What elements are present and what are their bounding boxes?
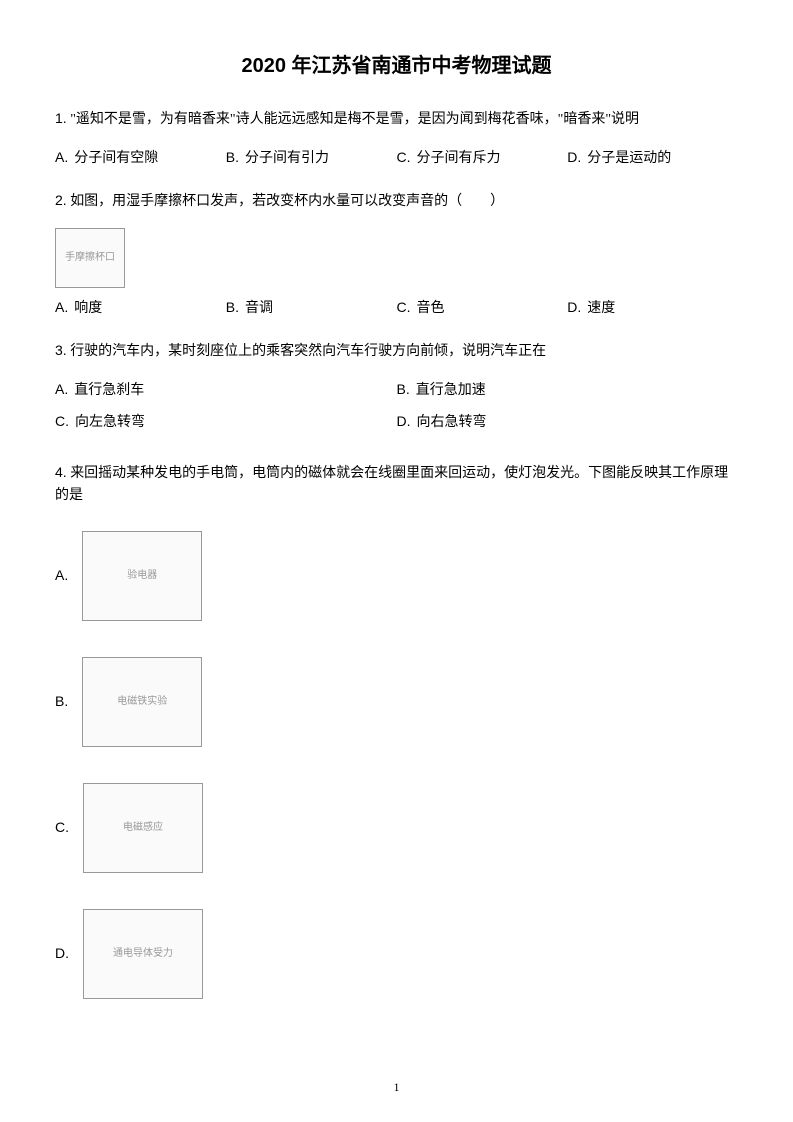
opt-label-c: C. xyxy=(397,149,411,165)
q4-opt-a: A. 验电器 xyxy=(55,523,738,629)
q4-opt-b: B. 电磁铁实验 xyxy=(55,649,738,755)
question-4: 4. 来回摇动某种发电的手电筒，电筒内的磁体就会在线圈里面来回运动，使灯泡发光。… xyxy=(55,461,738,1007)
q1-opt-d: D.分子是运动的 xyxy=(567,146,738,170)
opt-label-b: B. xyxy=(226,299,239,315)
q1-text: 1. "遥知不是雪，为有暗香来"诗人能远远感知是梅不是雪，是因为闻到梅花香味，"… xyxy=(55,107,738,131)
q4-num: 4. xyxy=(55,464,67,480)
question-1: 1. "遥知不是雪，为有暗香来"诗人能远远感知是梅不是雪，是因为闻到梅花香味，"… xyxy=(55,107,738,171)
page-number: 1 xyxy=(0,1078,793,1097)
q4-image-a: 验电器 xyxy=(82,531,202,621)
q3-options: A.直行急刹车 B.直行急加速 C.向左急转弯 D.向右急转弯 xyxy=(55,378,738,443)
q4-opt-d: D. 通电导体受力 xyxy=(55,901,738,1007)
opt-label-d: D. xyxy=(55,942,69,964)
q3-opt-a: A.直行急刹车 xyxy=(55,378,397,402)
opt-label-c: C. xyxy=(55,413,69,429)
q3-opt-d: D.向右急转弯 xyxy=(397,410,739,434)
q2-options: A.响度 B.音调 C.音色 D.速度 xyxy=(55,296,738,320)
q2-text: 2. 如图，用湿手摩擦杯口发声，若改变杯内水量可以改变声音的（ ） xyxy=(55,189,738,213)
question-2: 2. 如图，用湿手摩擦杯口发声，若改变杯内水量可以改变声音的（ ） 手摩擦杯口 … xyxy=(55,189,738,321)
question-3: 3. 行驶的汽车内，某时刻座位上的乘客突然向汽车行驶方向前倾，说明汽车正在 A.… xyxy=(55,339,738,443)
q4-opt-c: C. 电磁感应 xyxy=(55,775,738,881)
q1-num: 1. xyxy=(55,110,67,126)
q3-opt-b: B.直行急加速 xyxy=(397,378,739,402)
q4-image-b: 电磁铁实验 xyxy=(82,657,202,747)
opt-label-b: B. xyxy=(397,381,410,397)
q2-opt-d: D.速度 xyxy=(567,296,738,320)
q4-body: 来回摇动某种发电的手电筒，电筒内的磁体就会在线圈里面来回运动，使灯泡发光。下图能… xyxy=(55,466,728,503)
q1-options: A.分子间有空隙 B.分子间有引力 C.分子间有斥力 D.分子是运动的 xyxy=(55,146,738,170)
q2-body: 如图，用湿手摩擦杯口发声，若改变杯内水量可以改变声音的（ ） xyxy=(70,194,504,209)
opt-label-a: A. xyxy=(55,381,68,397)
q4-text: 4. 来回摇动某种发电的手电筒，电筒内的磁体就会在线圈里面来回运动，使灯泡发光。… xyxy=(55,461,738,508)
q1-body: "遥知不是雪，为有暗香来"诗人能远远感知是梅不是雪，是因为闻到梅花香味，"暗香来… xyxy=(70,112,639,127)
opt-label-d: D. xyxy=(567,149,581,165)
q1-opt-a: A.分子间有空隙 xyxy=(55,146,226,170)
q3-text: 3. 行驶的汽车内，某时刻座位上的乘客突然向汽车行驶方向前倾，说明汽车正在 xyxy=(55,339,738,363)
q1-opt-b: B.分子间有引力 xyxy=(226,146,397,170)
q1-opt-c: C.分子间有斥力 xyxy=(397,146,568,170)
opt-label-d: D. xyxy=(397,413,411,429)
q3-num: 3. xyxy=(55,342,67,358)
q4-image-d: 通电导体受力 xyxy=(83,909,203,999)
opt-label-a: A. xyxy=(55,564,68,586)
q2-num: 2. xyxy=(55,192,67,208)
opt-label-c: C. xyxy=(397,299,411,315)
q3-opt-c: C.向左急转弯 xyxy=(55,410,397,434)
opt-label-b: B. xyxy=(226,149,239,165)
page-title: 2020 年江苏省南通市中考物理试题 xyxy=(55,50,738,82)
q2-opt-a: A.响度 xyxy=(55,296,226,320)
q2-opt-c: C.音色 xyxy=(397,296,568,320)
opt-label-a: A. xyxy=(55,299,68,315)
opt-label-b: B. xyxy=(55,690,68,712)
opt-label-c: C. xyxy=(55,816,69,838)
q3-body: 行驶的汽车内，某时刻座位上的乘客突然向汽车行驶方向前倾，说明汽车正在 xyxy=(70,344,546,359)
q4-image-c: 电磁感应 xyxy=(83,783,203,873)
q2-image: 手摩擦杯口 xyxy=(55,228,125,288)
q2-opt-b: B.音调 xyxy=(226,296,397,320)
opt-label-a: A. xyxy=(55,149,68,165)
opt-label-d: D. xyxy=(567,299,581,315)
